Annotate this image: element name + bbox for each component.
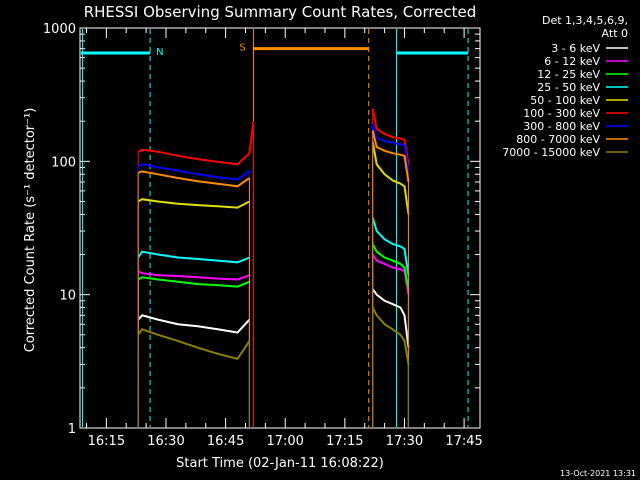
series-line-12-25-kev — [137, 276, 250, 288]
series-line-50-100-kev — [137, 198, 250, 209]
series-line-800-7000-kev — [371, 130, 410, 183]
legend-label-800-7000-kev: 800 - 7000 keV — [516, 133, 600, 146]
x-tick-label: 16:45 — [207, 434, 244, 449]
plot-frame — [79, 27, 481, 429]
series-line-3-6-kev — [137, 314, 251, 334]
annotation-label: S — [239, 43, 245, 54]
series-layer — [137, 108, 410, 427]
legend-label-100-300-kev: 100 - 300 keV — [523, 107, 600, 120]
legend-label-3-6-kev: 3 - 6 keV — [551, 42, 600, 55]
y-axis-label: Corrected Count Rate (s⁻¹ detector⁻¹) — [23, 108, 38, 353]
legend-label-25-50-kev: 25 - 50 keV — [537, 81, 600, 94]
y-tick-label: 1 — [68, 422, 76, 437]
x-tick-label: 17:00 — [266, 434, 303, 449]
legend-subtitle: Att 0 — [602, 27, 628, 40]
vertical-markers — [82, 29, 469, 427]
axis-ticks: 16:15 16:30 16:45 17:00 17:15 17:30 17:45 1 10 10… — [43, 22, 483, 449]
series-line-100-300-kev — [137, 121, 255, 166]
series-line-6-12-kev — [137, 270, 250, 281]
series-line-3-6-kev — [371, 288, 410, 348]
annotation-label: N — [156, 47, 163, 58]
series-line-25-50-kev — [371, 217, 410, 276]
y-tick-label: 10 — [59, 289, 76, 304]
series-line-7000-15000-kev — [371, 307, 410, 365]
y-tick-label: 100 — [51, 155, 76, 170]
x-tick-label: 17:30 — [386, 434, 423, 449]
chart-title: RHESSI Observing Summary Count Rates, Co… — [84, 3, 477, 21]
x-tick-label: 17:15 — [326, 434, 363, 449]
generation-timestamp: 13-Oct-2021 13:31 — [560, 469, 636, 478]
legend-label-7000-15000-kev: 7000 - 15000 keV — [502, 146, 600, 159]
legend-title: Det 1,3,4,5,6,9, — [542, 14, 628, 27]
x-tick-label: 16:15 — [88, 434, 125, 449]
legend-label-50-100-kev: 50 - 100 keV — [530, 94, 600, 107]
series-line-100-300-kev — [371, 108, 410, 165]
series-line-50-100-kev — [371, 141, 410, 215]
series-line-25-50-kev — [137, 250, 250, 264]
y-tick-label: 1000 — [43, 22, 76, 37]
legend-label-6-12-kev: 6 - 12 keV — [544, 55, 600, 68]
series-line-300-800-kev — [137, 163, 251, 181]
plot-border — [79, 27, 481, 429]
series-line-12-25-kev — [371, 243, 410, 290]
x-tick-label: 16:30 — [147, 434, 184, 449]
legend-label-12-25-kev: 12 - 25 keV — [537, 68, 600, 81]
x-tick-label: 17:45 — [445, 434, 482, 449]
series-line-300-800-kev — [371, 123, 410, 171]
x-axis-label: Start Time (02-Jan-11 16:08:22) — [176, 456, 384, 471]
series-line-800-7000-kev — [137, 170, 251, 188]
series-line-7000-15000-kev — [137, 328, 251, 361]
legend-label-300-800-kev: 300 - 800 keV — [523, 120, 600, 133]
